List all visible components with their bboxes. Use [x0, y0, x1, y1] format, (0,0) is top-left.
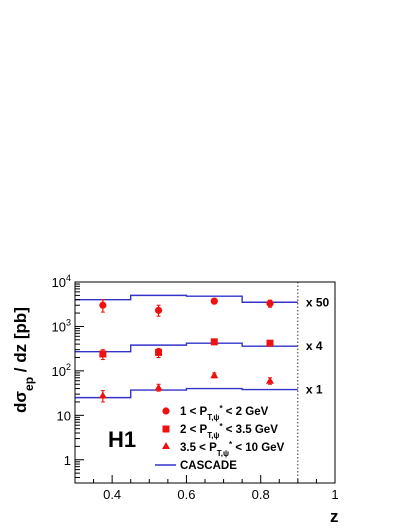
data-point-triangle	[266, 376, 274, 384]
experiment-label: H1	[108, 427, 136, 452]
data-point-circle	[154, 306, 163, 314]
legend-entry-cascade: CASCADE	[180, 460, 237, 472]
cascade-curve	[75, 342, 298, 353]
multiplier-label: x 1	[306, 383, 323, 397]
y-tick-label: 103	[52, 317, 71, 334]
x-tick-label: 1	[331, 487, 338, 502]
data-point-square	[99, 350, 107, 358]
y-tick-label: 1	[64, 453, 71, 468]
data-point-circle	[99, 301, 107, 309]
multiplier-label: x 4	[306, 339, 323, 353]
legend: 1 < PT,ψ* < 2 GeV 2 < PT,ψ* < 3.5 GeV 3.…	[155, 404, 285, 472]
y-tick-label: 102	[52, 362, 71, 379]
multiplier-label: x 50	[306, 295, 330, 309]
legend-entry-2: 2 < PT,ψ* < 3.5 GeV	[180, 422, 278, 440]
y-tick-label: 10	[57, 408, 71, 423]
legend-entry-1: 1 < PT,ψ* < 2 GeV	[180, 404, 269, 422]
data-point-triangle	[98, 391, 107, 399]
cascade-curve	[75, 294, 298, 303]
data-point-triangle	[210, 371, 219, 379]
legend-marker-triangle	[162, 442, 170, 449]
x-tick-label: 0.4	[103, 487, 121, 502]
legend-entry-3: 3.5 < PT,ψ* < 10 GeV	[180, 440, 285, 458]
legend-marker-circle	[162, 407, 170, 415]
plot-frame	[74, 281, 336, 484]
cascade-curve	[75, 387, 298, 399]
data-point-square	[155, 348, 163, 356]
y-tick-label: 104	[52, 273, 71, 290]
data-point-circle	[210, 297, 218, 305]
x-tick-label: 0.6	[177, 487, 195, 502]
data-point-square	[210, 338, 218, 346]
legend-marker-square	[162, 425, 170, 433]
data-point-square	[266, 339, 274, 347]
data-point-triangle	[154, 383, 163, 391]
data-point-circle	[266, 299, 274, 307]
x-axis-label: z	[330, 507, 339, 526]
y-axis-label: dσep / dz [pb]	[11, 307, 36, 413]
x-tick-label: 0.8	[252, 487, 270, 502]
